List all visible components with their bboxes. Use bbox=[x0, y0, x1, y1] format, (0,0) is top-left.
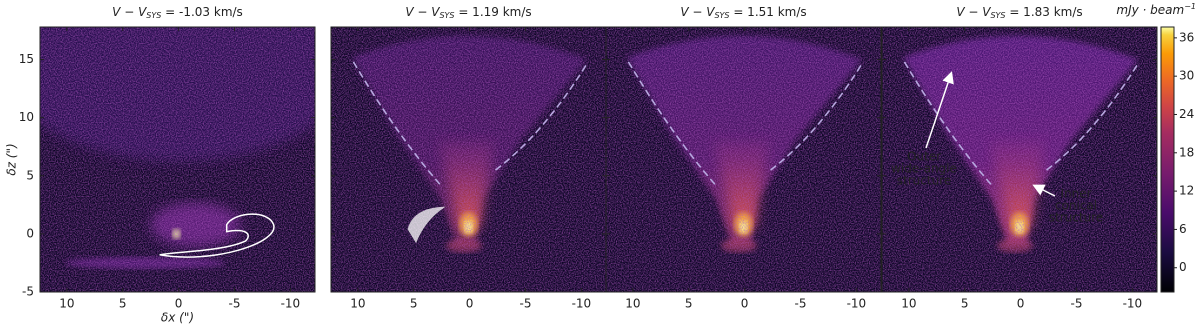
title-part: V − V bbox=[680, 5, 715, 19]
colorbar-tick-label: 30 bbox=[1179, 69, 1194, 83]
y-axis-label: δz (") bbox=[5, 143, 19, 175]
y-tick-label: 5 bbox=[26, 168, 34, 182]
frame bbox=[605, 26, 882, 293]
title-part: = 1.19 km/s bbox=[455, 5, 532, 19]
title-part: V − V bbox=[112, 5, 147, 19]
annotation: Outer bbox=[907, 150, 941, 164]
annotation: structure bbox=[1049, 211, 1103, 225]
frame bbox=[881, 26, 1158, 293]
noise bbox=[40, 27, 315, 292]
x-tick-label: 10 bbox=[901, 297, 916, 311]
colorbar-tick-label: 24 bbox=[1179, 107, 1194, 121]
panel-title: V − VSYS = 1.19 km/s bbox=[405, 5, 531, 20]
x-tick-label: 5 bbox=[961, 297, 969, 311]
x-tick-label: -10 bbox=[281, 297, 301, 311]
y-tick-label: 15 bbox=[19, 52, 34, 66]
x-tick-label: -10 bbox=[847, 297, 867, 311]
title-part: SYS bbox=[990, 11, 1005, 20]
noise bbox=[331, 27, 606, 292]
annotation: structure bbox=[897, 174, 951, 188]
x-axis-label: δx (") bbox=[161, 311, 194, 325]
title-part: = -1.03 km/s bbox=[161, 5, 242, 19]
label-part: mJy · beam bbox=[1116, 3, 1184, 17]
x-tick-label: 0 bbox=[741, 297, 749, 311]
title-part: = 1.83 km/s bbox=[1006, 5, 1083, 19]
x-tick-label: 0 bbox=[175, 297, 183, 311]
image bbox=[331, 27, 606, 292]
dashed-edge bbox=[903, 61, 993, 186]
x-tick-label: 5 bbox=[119, 297, 127, 311]
x-tick-label: -10 bbox=[572, 297, 592, 311]
image bbox=[40, 27, 315, 292]
panel: V − VSYS = 1.19 km/s 10 5 0 -5 -10 bbox=[330, 5, 607, 311]
x-tick-label: -10 bbox=[1123, 297, 1143, 311]
colorbar-tick-label: 18 bbox=[1179, 145, 1194, 159]
title-part: SYS bbox=[439, 11, 454, 20]
colorbar-tick-label: 0 bbox=[1179, 260, 1187, 274]
dashed-edge bbox=[1044, 64, 1138, 172]
y-tick-label: 10 bbox=[19, 110, 34, 124]
title-part: V − V bbox=[405, 5, 440, 19]
annotation: conical bbox=[1055, 199, 1097, 213]
annotation: wide-angle bbox=[891, 162, 957, 176]
annotation: Inner bbox=[1060, 187, 1091, 201]
image bbox=[606, 27, 881, 292]
panel: V − VSYS = -1.03 km/s 10 5 0 -5 -10 -5 0 5 10 15 δx… bbox=[5, 5, 316, 325]
label-part: −1 bbox=[1184, 2, 1196, 11]
image bbox=[882, 27, 1157, 292]
dashed-edge bbox=[493, 64, 587, 172]
x-tick-label: -5 bbox=[1071, 297, 1083, 311]
panel-title: V − VSYS = 1.83 km/s bbox=[956, 5, 1082, 20]
panel-title: V − VSYS = 1.51 km/s bbox=[680, 5, 806, 20]
dashed-edge bbox=[768, 64, 862, 172]
panel: V − VSYS = 1.51 km/s 10 5 0 -5 -10 bbox=[605, 5, 882, 311]
x-tick-label: 0 bbox=[466, 297, 474, 311]
arrow bbox=[925, 71, 954, 149]
colorbar-tick-label: 12 bbox=[1179, 184, 1194, 198]
x-tick-label: 10 bbox=[625, 297, 640, 311]
colorbar-tick-label: 6 bbox=[1179, 222, 1187, 236]
x-tick-label: 10 bbox=[350, 297, 365, 311]
title-part: SYS bbox=[714, 11, 729, 20]
y-tick-label: -5 bbox=[22, 285, 34, 299]
panel: V − VSYS = 1.83 km/s 10 5 0 -5 -10 Outerwide-a… bbox=[881, 5, 1158, 311]
arrow bbox=[1032, 184, 1056, 197]
colorbar-label: mJy · beam−1 bbox=[1116, 2, 1196, 17]
x-tick-label: 5 bbox=[410, 297, 418, 311]
x-tick-label: -5 bbox=[520, 297, 532, 311]
dashed-edge bbox=[352, 61, 442, 186]
x-tick-label: -5 bbox=[229, 297, 241, 311]
x-tick-label: 0 bbox=[1017, 297, 1025, 311]
x-tick-label: 10 bbox=[59, 297, 74, 311]
noise bbox=[606, 27, 881, 292]
x-tick-label: -5 bbox=[795, 297, 807, 311]
panel-title: V − VSYS = -1.03 km/s bbox=[112, 5, 243, 20]
wedge bbox=[407, 206, 446, 244]
frame bbox=[39, 26, 316, 293]
title-part: V − V bbox=[956, 5, 991, 19]
y-tick-label: 0 bbox=[26, 226, 34, 240]
dashed-edge bbox=[627, 61, 717, 186]
title-part: = 1.51 km/s bbox=[730, 5, 807, 19]
colorbar bbox=[1160, 26, 1175, 293]
title-part: SYS bbox=[146, 11, 161, 20]
contour bbox=[159, 213, 275, 258]
x-tick-label: 5 bbox=[685, 297, 693, 311]
colorbar-tick-label: 36 bbox=[1179, 30, 1194, 44]
noise bbox=[882, 27, 1157, 292]
